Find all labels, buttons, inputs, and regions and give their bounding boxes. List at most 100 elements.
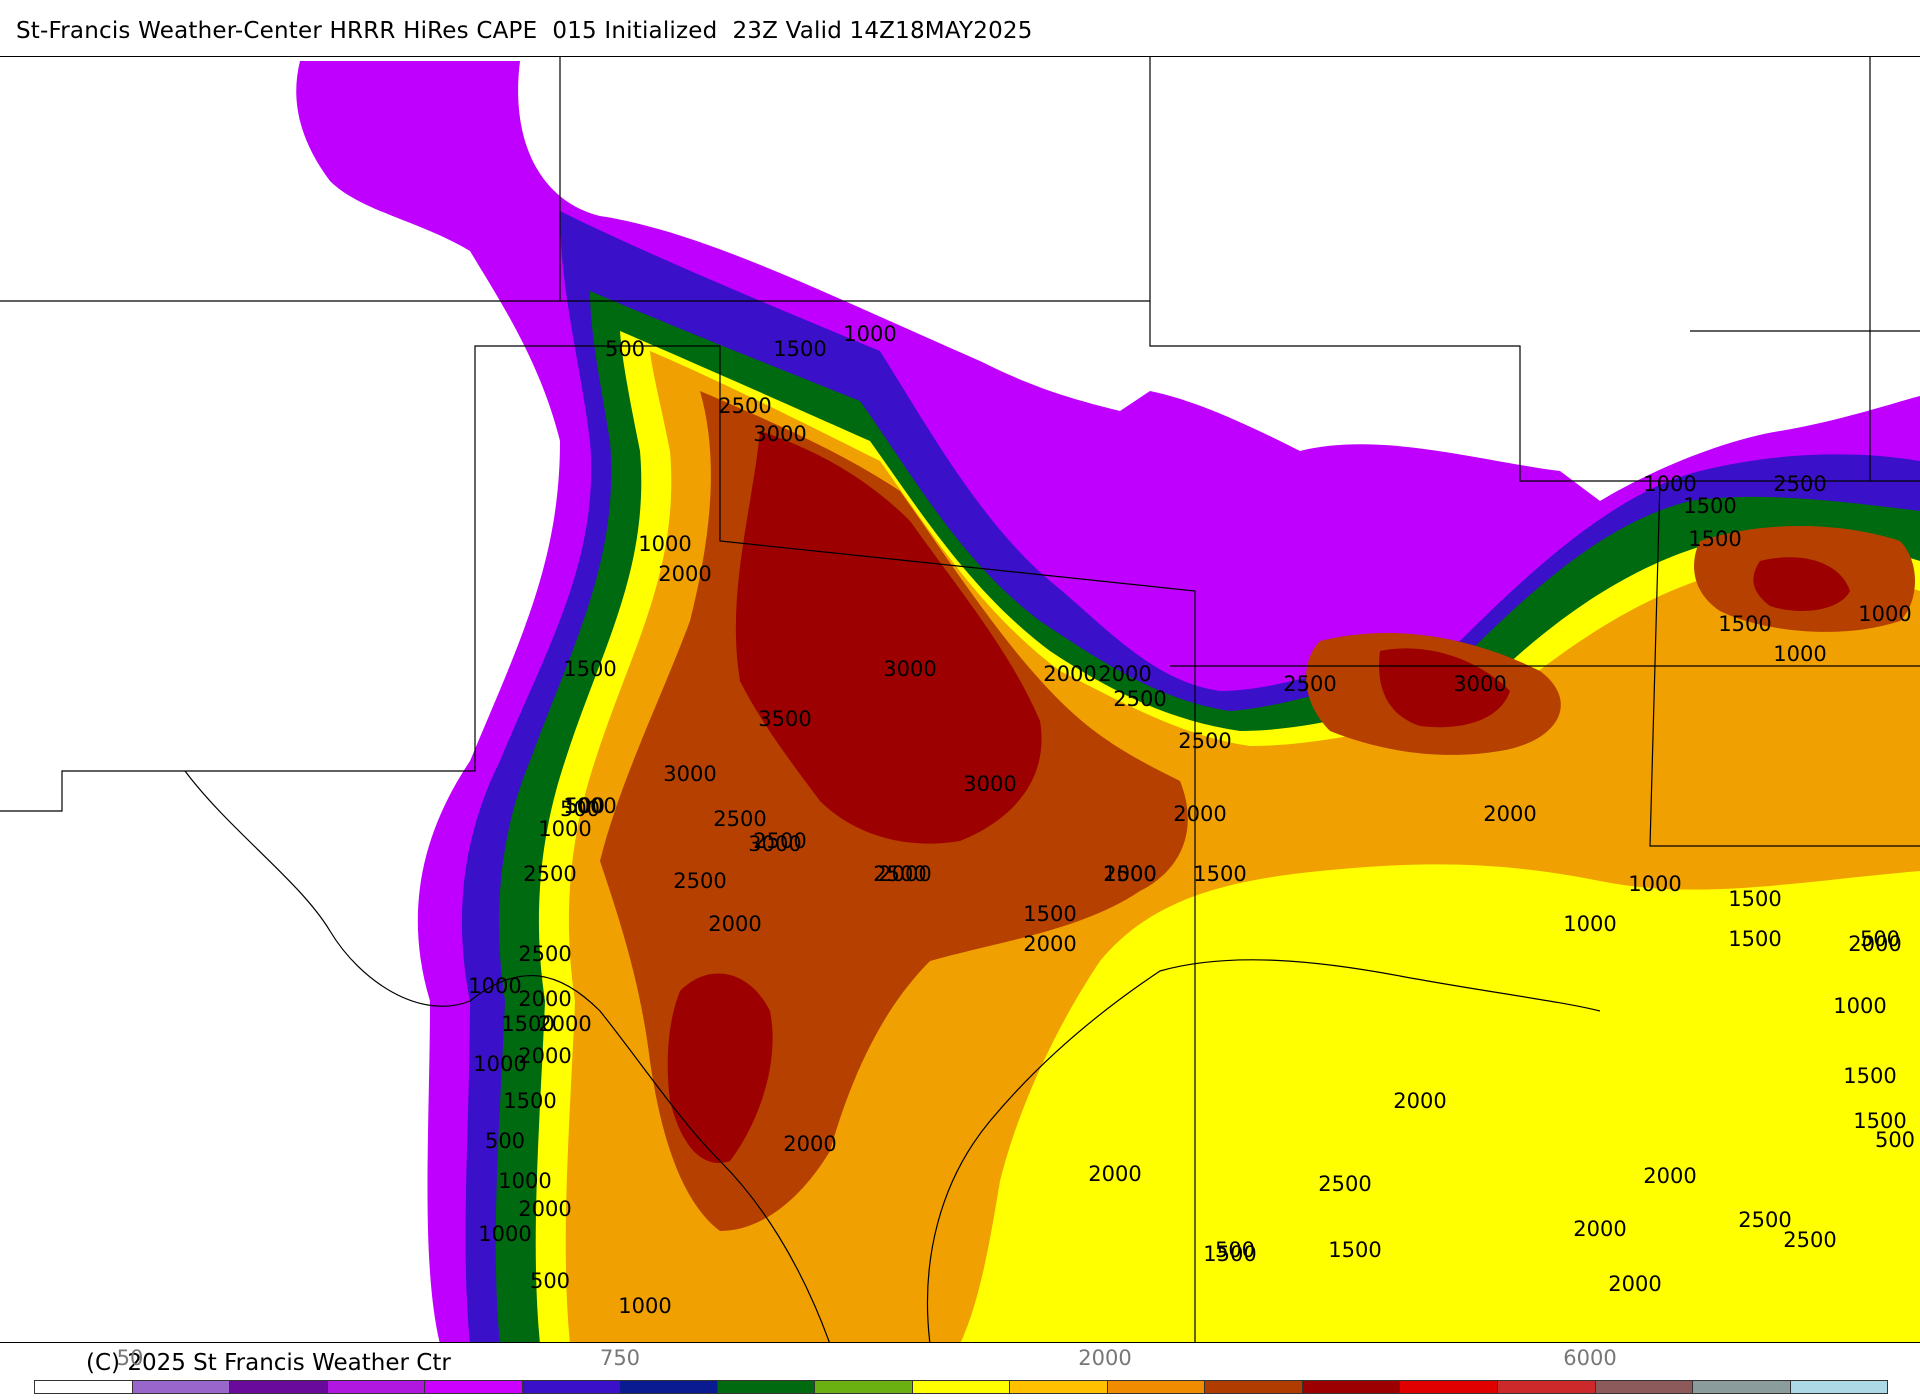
colorbar-tick-label: 2000 (1078, 1346, 1132, 1370)
contour-label: 2500 (523, 862, 576, 886)
state-borders (0, 57, 1920, 1342)
contour-label: 1000 (1858, 602, 1911, 626)
contour-label: 500 (1875, 1128, 1915, 1152)
contour-label: 1000 (1628, 872, 1681, 896)
contour-label: 2500 (873, 862, 926, 886)
contour-label: 1500 (1023, 902, 1076, 926)
colorbar-swatch (425, 1381, 523, 1393)
contour-label: 2000 (538, 1012, 591, 1036)
contour-label: 1000 (618, 1294, 671, 1318)
contour-label: 500 (485, 1129, 525, 1153)
state-border (1149, 57, 1920, 482)
contour-label: 2000 (1088, 1162, 1141, 1186)
contour-label: 500 (560, 797, 600, 821)
contour-label: 1500 (773, 337, 826, 361)
contour-label: 1000 (473, 1052, 526, 1076)
rio-grande (184, 770, 830, 1342)
contour-label: 2500 (753, 829, 806, 853)
contour-label: 1000 (843, 322, 896, 346)
contour-label: 3000 (963, 772, 1016, 796)
contour-label: 500 (565, 794, 605, 818)
contour-label: 2000 (708, 912, 761, 936)
colorbar-swatch (230, 1381, 328, 1393)
contour-label: 2000 (783, 1132, 836, 1156)
colorbar (34, 1380, 1888, 1394)
contour-label: 2000 (1023, 932, 1076, 956)
contour-label: 2500 (1773, 472, 1826, 496)
colorbar-swatch (1302, 1381, 1401, 1393)
contour-label: 1500 (1683, 494, 1736, 518)
contour-label: 2500 (518, 942, 571, 966)
contour-label: 2000 (1043, 662, 1096, 686)
contour-label: 2000 (1173, 802, 1226, 826)
contour-label: 2500 (1318, 1172, 1371, 1196)
contour-label: 1000 (1643, 472, 1696, 496)
colorbar-swatch (620, 1381, 718, 1393)
contour-label: 500 (530, 1269, 570, 1293)
contour-label: 2500 (1113, 687, 1166, 711)
contour-label: 2000 (1573, 1217, 1626, 1241)
contour-label: 2000 (1393, 1089, 1446, 1113)
contour-label: 1500 (503, 1089, 556, 1113)
cape-field-3000 (667, 973, 773, 1163)
contour-label: 1500 (1328, 1238, 1381, 1262)
contour-label: 1000 (1773, 642, 1826, 666)
colorbar-swatch (1400, 1381, 1498, 1393)
contour-label: 3000 (748, 832, 801, 856)
colorbar-swatch (1010, 1381, 1108, 1393)
contour-label: 2000 (518, 987, 571, 1011)
contour-label: 500 (1215, 1238, 1255, 1262)
colorbar-swatch (1107, 1381, 1206, 1393)
contour-label: 2500 (1178, 729, 1231, 753)
cape-field-3000 (735, 431, 1042, 844)
contour-label: 1000 (563, 794, 616, 818)
contour-label: 1500 (563, 657, 616, 681)
contour-label: 500 (1860, 927, 1900, 951)
contour-label: 1000 (468, 974, 521, 998)
contour-label: 2000 (1103, 862, 1156, 886)
contour-label: 1000 (538, 817, 591, 841)
contour-label: 3000 (663, 762, 716, 786)
contour-label: 1500 (1718, 612, 1771, 636)
contour-label: 2500 (718, 394, 771, 418)
colorbar-tick-label: 50 (116, 1346, 144, 1370)
contour-label: 3000 (1453, 672, 1506, 696)
contour-label: 2500 (1738, 1208, 1791, 1232)
contour-label: 2500 (1783, 1228, 1836, 1252)
contour-label: 1000 (478, 1222, 531, 1246)
cape-field (296, 61, 1920, 1342)
contour-label: 2000 (518, 1044, 571, 1068)
colorbar-swatch (132, 1381, 231, 1393)
state-border (0, 345, 1196, 1342)
contour-label: 3000 (753, 422, 806, 446)
contour-label: 3000 (883, 657, 936, 681)
colorbar-swatch (35, 1381, 133, 1393)
cape-field-3000 (1753, 557, 1850, 611)
cape-field-3000 (1379, 648, 1510, 728)
state-border (1649, 480, 1920, 847)
contour-label: 3500 (758, 707, 811, 731)
contour-label: 1500 (1103, 862, 1156, 886)
contour-label: 2000 (1483, 802, 1536, 826)
contour-label: 2000 (1608, 1272, 1661, 1296)
contour-label: 2000 (1643, 1164, 1696, 1188)
contour-label: 1500 (1203, 1242, 1256, 1266)
gulf-coastline (926, 959, 1601, 1342)
contour-label: 2500 (713, 807, 766, 831)
contour-label: 500 (605, 337, 645, 361)
contour-label: 2000 (658, 562, 711, 586)
copyright-text: (C) 2025 St Francis Weather Ctr (86, 1350, 451, 1376)
contour-label: 1500 (1728, 927, 1781, 951)
contour-label: 1000 (1563, 912, 1616, 936)
colorbar-swatch (717, 1381, 816, 1393)
colorbar-swatch (522, 1381, 621, 1393)
contour-label: 1000 (1833, 994, 1886, 1018)
colorbar-swatch (912, 1381, 1011, 1393)
colorbar-tick-label: 750 (599, 1346, 641, 1370)
colorbar-swatch (1693, 1381, 1791, 1393)
colorbar-swatch (815, 1381, 913, 1393)
contour-label: 1500 (1853, 1109, 1906, 1133)
contour-label: 1000 (638, 532, 691, 556)
